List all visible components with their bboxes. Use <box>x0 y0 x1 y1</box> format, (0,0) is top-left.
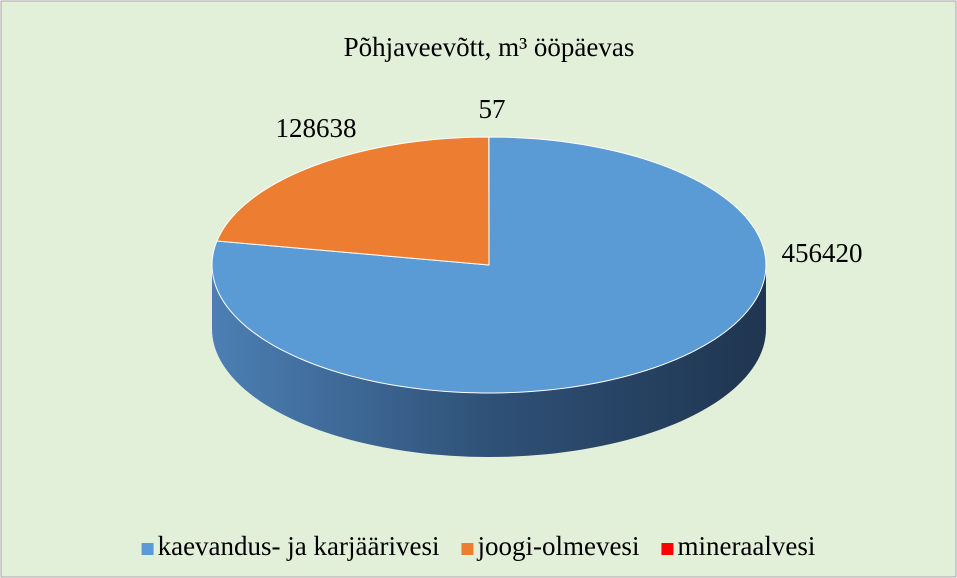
legend-label: kaevandus- ja karjäärivesi <box>158 531 440 561</box>
legend-label: mineraalvesi <box>677 531 815 561</box>
legend-swatch <box>661 543 674 555</box>
legend-swatch <box>461 543 474 555</box>
data-label: 456420 <box>782 238 863 268</box>
pie-slice <box>216 136 490 266</box>
data-label: 57 <box>479 94 506 124</box>
legend-swatch <box>141 543 154 555</box>
pie-side <box>212 265 766 457</box>
legend-label: joogi-olmevesi <box>476 531 639 561</box>
data-label: 128638 <box>276 113 357 143</box>
chart-title: Põhjaveevõtt, m³ ööpäevas <box>344 32 635 62</box>
